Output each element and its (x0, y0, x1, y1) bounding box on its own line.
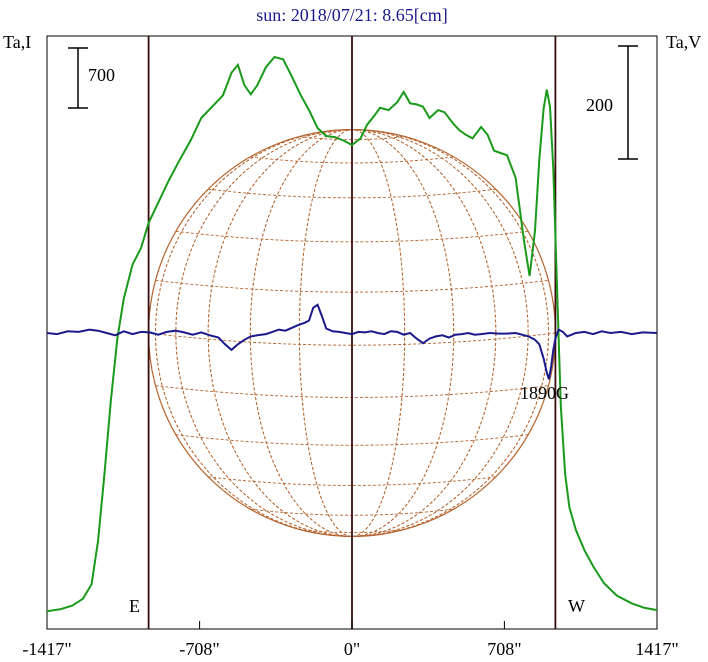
polarization-series-line (46, 303, 658, 380)
polarization-scale-bar (618, 45, 638, 160)
x-axis-ticks: -1417" -708" 0" 708" 1417" (22, 621, 679, 659)
intensity-scale-label: 700 (88, 65, 115, 85)
x-tick-label: 1417" (635, 639, 678, 659)
intensity-series-line (46, 55, 658, 613)
x-tick-label: 708" (487, 639, 521, 659)
x-tick-label: -1417" (22, 639, 71, 659)
field-strength-annotation: 1890G (520, 383, 569, 403)
left-axis-label: Ta,I (3, 32, 31, 52)
right-axis-label: Ta,V (666, 32, 701, 52)
x-tick-label: -708" (179, 639, 219, 659)
intensity-scale-bar (68, 47, 88, 109)
latitude-line (148, 332, 556, 346)
east-limb-label: E (129, 596, 140, 616)
x-tick-label: 0" (344, 639, 360, 659)
latitude-line (208, 476, 496, 486)
latitude-line (208, 188, 496, 199)
west-limb-label: W (568, 596, 585, 616)
polarization-scale-label: 200 (586, 95, 613, 115)
chart-title: sun: 2018/07/21: 8.65[cm] (256, 5, 448, 25)
